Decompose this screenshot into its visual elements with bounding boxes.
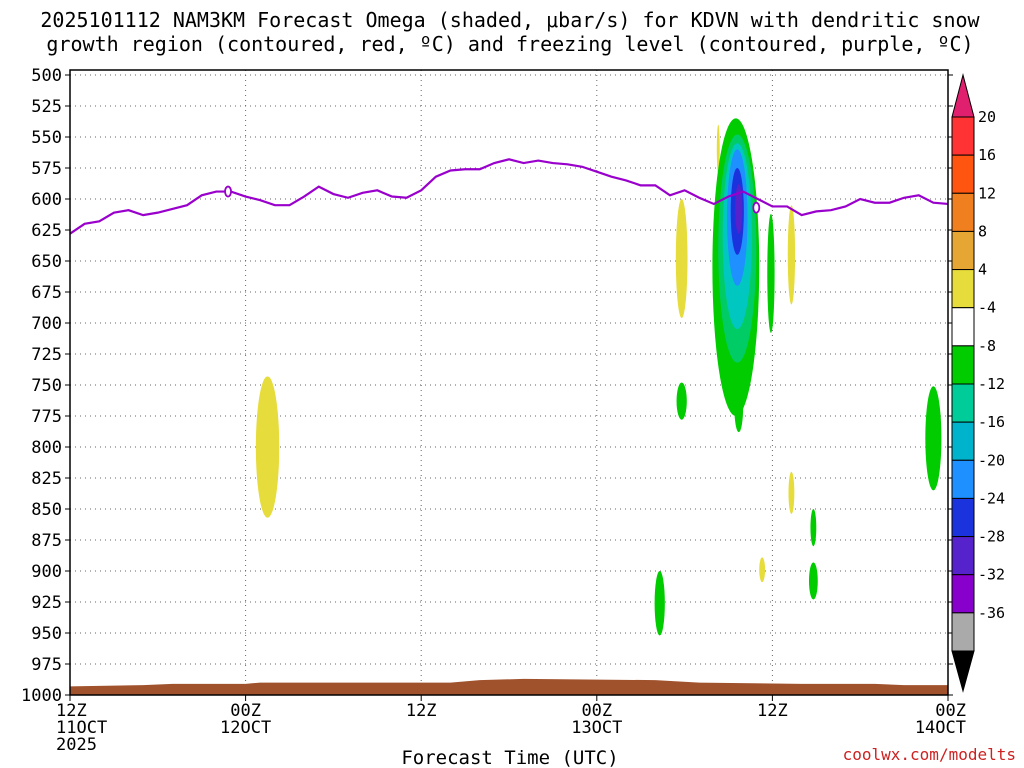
omega-region-neg [654,571,665,636]
colorbar-swatch [951,154,975,194]
y-tick-label: 850 [31,500,62,520]
y-tick-label: 675 [31,283,62,303]
colorbar-swatch [951,230,975,271]
credit-text: coolwx.com/modelts [843,745,1016,764]
colorbar-label: 20 [978,108,996,126]
colorbar-label: -36 [978,604,1005,622]
plot-frame [69,69,949,696]
y-tick-label: 925 [31,593,62,613]
omega-region-neg [808,562,818,600]
y-tick-label: 725 [31,345,62,365]
freezing-level-contour [69,158,949,235]
omega-region-pos [716,124,720,175]
omega-region-pos [255,376,280,518]
omega-region-neg [810,508,817,547]
colorbar-label: -32 [978,566,1005,584]
x-tick-label: 00Z [230,701,261,721]
colorbar-label: 4 [978,261,987,279]
omega-region-neg [767,213,775,333]
omega-region-pos [787,205,796,305]
colorbar-swatch [951,192,975,232]
x-tick-label: 00Z [935,701,966,721]
x-tick-label: 12Z [406,701,437,721]
plot-area [69,69,972,696]
colorbar-swatch [951,269,975,309]
terrain-layer [70,678,948,695]
y-tick-label: 600 [31,190,62,210]
colorbar-label: -8 [978,337,996,355]
y-tick-label: 625 [31,221,62,241]
colorbar-top-arrow [951,73,975,118]
y-tick-label: 750 [31,376,62,396]
colorbar-swatch [951,574,975,614]
x-tick-label: 14OCT [915,718,966,738]
y-tick-label: 800 [31,438,62,458]
colorbar-bottom-arrow [951,650,975,693]
colorbar-swatch [951,459,975,499]
colorbar-swatch [951,497,975,538]
plot-background [70,70,948,695]
colorbar-label: -4 [978,299,996,317]
y-tick-label: 650 [31,252,62,272]
y-tick-label: 700 [31,314,62,334]
chart-title-line2: growth region (contoured, red, ºC) and f… [46,32,973,56]
colorbar-label: 12 [978,184,996,202]
y-tick-label: 825 [31,469,62,489]
y-tick-label: 950 [31,624,62,644]
colorbar-label: -20 [978,451,1005,469]
colorbar: 20 16 12 8 4 -4 -8 -12 -16 -20 -24 -28 -32 -36 [951,73,1005,693]
x-tick-label: 12OCT [220,718,271,738]
x-tick-label: 12Z [56,701,87,721]
chart-title-line1: 2025101112 NAM3KM Forecast Omega (shaded… [40,8,980,32]
freezing-level-line [69,158,949,235]
y-tick-label: 775 [31,407,62,427]
x-tick-label: 2025 [56,735,97,755]
x-tick-label: 00Z [581,701,612,721]
x-tick-label: 12Z [757,701,788,721]
colorbar-swatch [951,421,975,461]
freezing-level-label-marker [224,185,232,198]
colorbar-label: 8 [978,222,987,240]
y-tick-label: 1000 [21,686,62,706]
omega-region-neg [735,184,743,234]
colorbar-swatch [951,536,975,576]
colorbar-swatch [951,307,975,347]
colorbar-swatch [951,345,975,385]
y-tick-label: 500 [31,66,62,86]
y-tick-label: 875 [31,531,62,551]
omega-region-pos [788,471,795,514]
colorbar-swatch [951,383,975,423]
y-tick-label: 975 [31,655,62,675]
colorbar-swatch [951,612,975,652]
omega-region-neg [925,386,942,491]
colorbar-label: -24 [978,489,1005,507]
y-tick-label: 900 [31,562,62,582]
colorbar-label: 16 [978,146,996,164]
colorbar-swatch [951,116,975,156]
y-tick-label: 550 [31,128,62,148]
omega-region-pos [759,557,766,583]
x-tick-label: 11OCT [56,718,107,738]
colorbar-label: -28 [978,528,1005,546]
colorbar-label: -16 [978,413,1005,431]
terrain-fill [70,678,948,695]
colorbar-label: -12 [978,375,1005,393]
y-tick-label: 525 [31,97,62,117]
omega-region-pos [675,198,688,319]
y-tick-label: 575 [31,159,62,179]
freezing-level-label-marker [752,201,761,214]
omega-region-neg [676,382,687,420]
x-axis-label: Forecast Time (UTC) [401,747,618,768]
grid-lines [70,70,948,696]
x-tick-label: 13OCT [571,718,622,738]
y-axis-ticks: 500 525 550 575 600 625 650 675 700 725 750 775 800 8… [21,66,953,706]
